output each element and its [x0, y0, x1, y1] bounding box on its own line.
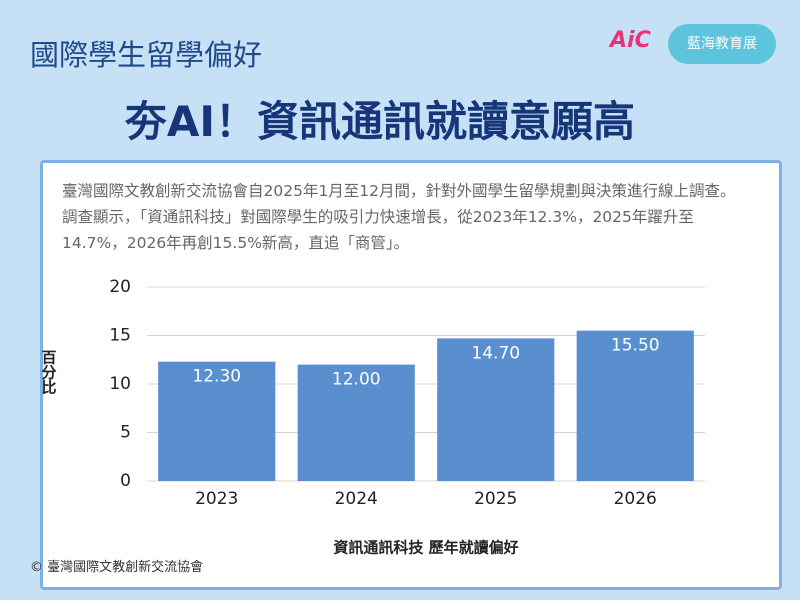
value-label: 15.50: [611, 336, 660, 356]
description: 臺灣國際文教創新交流協會自2025年1月至12月間，針對外國學生留學規劃與決策進…: [62, 182, 736, 252]
x-tick-label: 2025: [474, 489, 517, 509]
x-tick-label: 2024: [335, 489, 378, 509]
footer: © 臺灣國際文教創新交流協會: [30, 560, 204, 575]
x-tick-label: 2026: [614, 489, 657, 509]
value-label: 12.30: [192, 367, 241, 387]
subtitle: 國際學生留學偏好: [30, 38, 263, 72]
y-tick-label: 5: [120, 423, 131, 443]
bar: [576, 330, 694, 481]
title: 夯AI！資訊通訊就讀意願高: [124, 97, 636, 146]
y-tick-label: 10: [109, 374, 131, 394]
value-label: 12.00: [332, 370, 381, 390]
x-axis-title: 資訊通訊科技 歷年就讀偏好: [333, 539, 518, 557]
y-axis-title: 百分比: [40, 350, 58, 396]
value-label: 14.70: [471, 343, 520, 363]
bar: [297, 364, 415, 481]
logo: AiC: [610, 28, 651, 53]
x-tick-label: 2023: [195, 489, 238, 509]
y-tick-label: 15: [109, 326, 131, 346]
bar: [437, 338, 555, 481]
expo-button[interactable]: 藍海教育展: [668, 24, 776, 64]
y-tick-label: 20: [109, 277, 131, 297]
bar: [158, 361, 276, 481]
y-tick-label: 0: [120, 471, 131, 491]
